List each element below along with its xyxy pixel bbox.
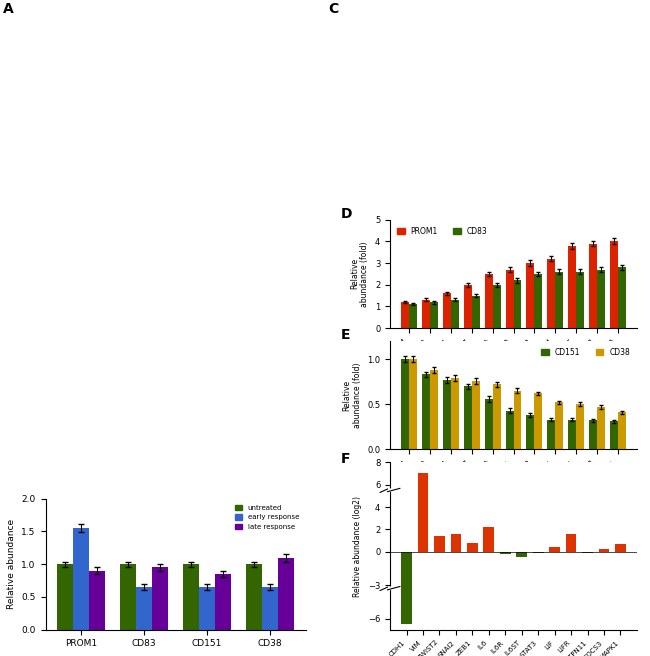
Bar: [89, 571, 105, 630]
Y-axis label: Relative
abundance (fold): Relative abundance (fold): [342, 363, 361, 428]
Bar: [464, 285, 472, 328]
Bar: [136, 587, 152, 630]
Bar: [472, 380, 480, 449]
Legend: untreated, early response, late response: untreated, early response, late response: [233, 502, 302, 533]
Bar: [120, 564, 136, 630]
Bar: [246, 564, 262, 630]
Bar: [152, 567, 168, 630]
Bar: [568, 246, 576, 328]
Bar: [464, 386, 472, 449]
Bar: [278, 558, 294, 630]
Bar: [582, 552, 593, 554]
Bar: [493, 285, 500, 328]
Bar: [484, 527, 494, 552]
Bar: [547, 420, 555, 449]
Bar: [526, 415, 534, 449]
Bar: [485, 399, 493, 449]
Bar: [199, 587, 215, 630]
Bar: [57, 564, 73, 630]
Bar: [422, 300, 430, 328]
Bar: [409, 359, 417, 449]
Bar: [401, 552, 412, 625]
Text: E: E: [341, 328, 350, 342]
Legend: PROM1, CD83: PROM1, CD83: [394, 224, 491, 239]
Bar: [450, 534, 462, 552]
Bar: [566, 535, 577, 552]
Bar: [597, 270, 605, 328]
Bar: [533, 552, 543, 553]
Bar: [451, 378, 459, 449]
Bar: [401, 302, 409, 328]
Bar: [472, 295, 480, 328]
Bar: [599, 548, 609, 552]
Bar: [467, 543, 478, 552]
Text: C: C: [328, 2, 339, 16]
Bar: [485, 274, 493, 328]
Bar: [430, 370, 438, 449]
Bar: [443, 380, 451, 449]
Text: F: F: [341, 453, 350, 466]
Bar: [418, 472, 428, 552]
Bar: [409, 304, 417, 328]
Bar: [610, 421, 618, 449]
Bar: [430, 302, 438, 328]
Bar: [576, 404, 584, 449]
Bar: [514, 391, 521, 449]
Bar: [514, 280, 521, 328]
Legend: CD151, CD38: CD151, CD38: [538, 345, 633, 360]
Bar: [597, 407, 605, 449]
Bar: [422, 375, 430, 449]
Text: D: D: [341, 207, 352, 221]
Bar: [493, 384, 500, 449]
Bar: [618, 413, 626, 449]
Bar: [500, 552, 511, 554]
Y-axis label: Relative abundance: Relative abundance: [7, 519, 16, 609]
Bar: [451, 300, 459, 328]
Bar: [506, 411, 514, 449]
Bar: [443, 293, 451, 328]
Bar: [610, 241, 618, 328]
Bar: [215, 574, 231, 630]
Bar: [618, 268, 626, 328]
Bar: [549, 548, 560, 552]
Bar: [547, 258, 555, 328]
Bar: [534, 394, 542, 449]
Bar: [401, 359, 409, 449]
Y-axis label: Relative abundance (log2): Relative abundance (log2): [354, 496, 362, 596]
Bar: [526, 263, 534, 328]
Bar: [555, 402, 563, 449]
Bar: [506, 270, 514, 328]
Bar: [615, 544, 626, 552]
Bar: [568, 420, 576, 449]
Bar: [589, 243, 597, 328]
Bar: [73, 528, 89, 630]
Bar: [589, 420, 597, 449]
Y-axis label: Relative
abundance (fold): Relative abundance (fold): [350, 241, 369, 306]
Bar: [434, 536, 445, 552]
Bar: [555, 272, 563, 328]
Bar: [576, 272, 584, 328]
Bar: [516, 552, 527, 557]
Bar: [262, 587, 278, 630]
Bar: [534, 274, 542, 328]
Text: A: A: [3, 3, 14, 16]
Bar: [183, 564, 199, 630]
